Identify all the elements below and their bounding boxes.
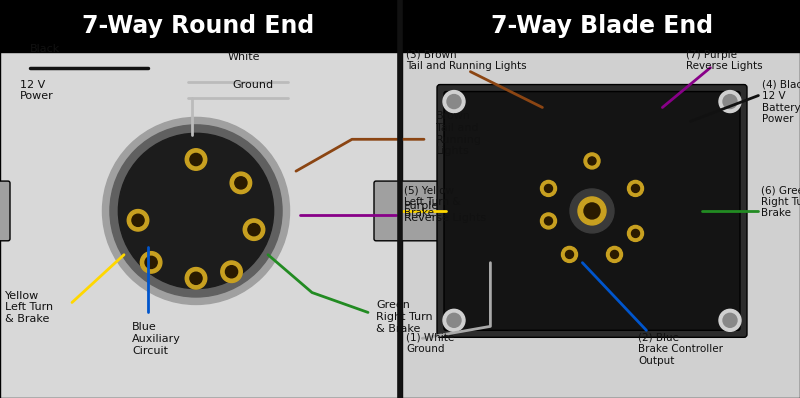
Text: (2) Blue
Brake Controller
Output: (2) Blue Brake Controller Output <box>638 332 723 365</box>
Text: (6) Green
Right Turn &
Brake: (6) Green Right Turn & Brake <box>761 185 800 218</box>
Circle shape <box>443 309 465 331</box>
Text: (4) Black
12 V
Battery
Power: (4) Black 12 V Battery Power <box>762 80 800 125</box>
Circle shape <box>190 272 202 284</box>
FancyBboxPatch shape <box>0 52 398 398</box>
Text: (5) Yellow
Left Turn &
Brake: (5) Yellow Left Turn & Brake <box>404 185 461 218</box>
Text: Purple
Reverse Lights: Purple Reverse Lights <box>404 201 486 222</box>
Circle shape <box>588 157 596 165</box>
Circle shape <box>243 219 265 240</box>
FancyBboxPatch shape <box>374 181 446 241</box>
Circle shape <box>127 209 149 231</box>
Circle shape <box>631 229 639 238</box>
FancyBboxPatch shape <box>444 92 740 330</box>
FancyBboxPatch shape <box>402 0 800 52</box>
Circle shape <box>723 95 737 109</box>
Circle shape <box>723 313 737 327</box>
Circle shape <box>606 246 622 262</box>
Circle shape <box>145 256 157 269</box>
Circle shape <box>226 265 238 278</box>
Circle shape <box>235 177 247 189</box>
Text: Brown
Tail and
Running
Lights: Brown Tail and Running Lights <box>436 111 482 156</box>
Text: Green
Right Turn
& Brake: Green Right Turn & Brake <box>376 300 433 334</box>
Circle shape <box>186 267 206 289</box>
Circle shape <box>570 189 614 233</box>
FancyBboxPatch shape <box>402 52 800 398</box>
Text: 7-Way Blade End: 7-Way Blade End <box>490 14 713 38</box>
Circle shape <box>562 246 578 262</box>
Circle shape <box>584 203 600 219</box>
Circle shape <box>118 133 274 289</box>
Circle shape <box>566 250 574 258</box>
Circle shape <box>190 153 202 166</box>
Circle shape <box>102 117 290 304</box>
Circle shape <box>443 91 465 113</box>
Text: Ground: Ground <box>232 80 273 90</box>
Circle shape <box>578 197 606 225</box>
Text: (1) White
Ground: (1) White Ground <box>406 332 454 354</box>
Circle shape <box>627 225 643 242</box>
Text: White: White <box>228 52 261 62</box>
Circle shape <box>610 250 618 258</box>
Circle shape <box>545 184 553 193</box>
FancyBboxPatch shape <box>437 84 747 338</box>
Circle shape <box>132 214 144 226</box>
Circle shape <box>719 91 741 113</box>
Circle shape <box>541 213 557 229</box>
Text: Black: Black <box>30 44 60 54</box>
Circle shape <box>447 95 461 109</box>
Circle shape <box>140 252 162 273</box>
Circle shape <box>545 217 553 225</box>
Text: 12 V
Power: 12 V Power <box>20 80 54 101</box>
Circle shape <box>541 180 557 197</box>
Circle shape <box>110 125 282 297</box>
Text: Blue
Auxiliary
Circuit: Blue Auxiliary Circuit <box>132 322 181 355</box>
Text: Yellow
Left Turn
& Brake: Yellow Left Turn & Brake <box>5 291 53 324</box>
FancyBboxPatch shape <box>0 0 398 52</box>
Text: (7) Purple
Reverse Lights: (7) Purple Reverse Lights <box>686 50 763 71</box>
Circle shape <box>719 309 741 331</box>
Text: (3) Brown
Tail and Running Lights: (3) Brown Tail and Running Lights <box>406 50 527 71</box>
Circle shape <box>631 184 639 193</box>
Circle shape <box>248 224 260 236</box>
Circle shape <box>627 180 643 197</box>
FancyBboxPatch shape <box>0 181 10 241</box>
Circle shape <box>221 261 242 283</box>
Circle shape <box>447 313 461 327</box>
Text: 7-Way Round End: 7-Way Round End <box>82 14 314 38</box>
Circle shape <box>584 153 600 169</box>
Circle shape <box>186 149 206 170</box>
Circle shape <box>230 172 252 194</box>
